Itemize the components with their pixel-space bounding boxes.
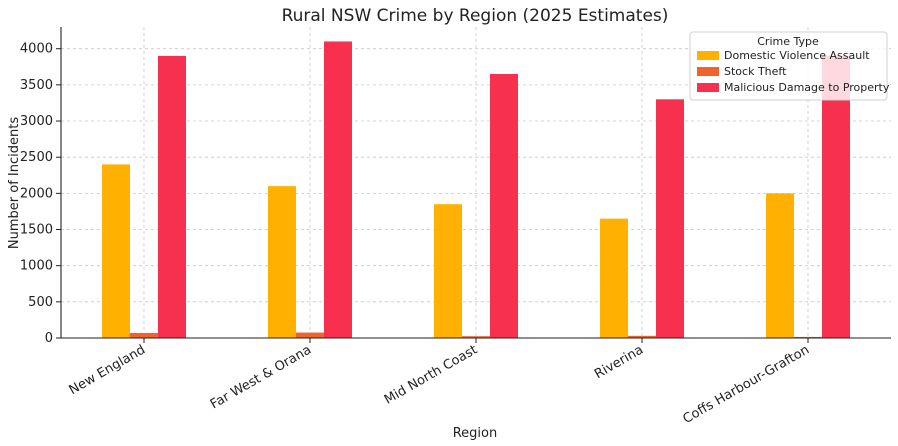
x-tick-label: Far West & Orana xyxy=(208,342,314,412)
legend-swatch xyxy=(697,51,719,60)
bar xyxy=(462,336,490,338)
x-tick-label: New England xyxy=(67,342,148,398)
bar xyxy=(434,204,462,338)
chart-title: Rural NSW Crime by Region (2025 Estimate… xyxy=(282,6,669,26)
bar xyxy=(268,186,296,338)
x-axis-title: Region xyxy=(453,426,498,441)
bar xyxy=(324,41,352,338)
bar xyxy=(158,55,186,338)
bar xyxy=(600,218,628,338)
bar xyxy=(130,332,158,338)
bars xyxy=(102,41,850,338)
y-tick-label: 3500 xyxy=(20,78,53,93)
y-tick-label: 2500 xyxy=(20,150,53,165)
bar xyxy=(656,99,684,338)
y-tick-label: 3000 xyxy=(20,114,53,129)
legend-entry: Domestic Violence Assault xyxy=(724,49,870,62)
x-tick-label: Riverina xyxy=(592,342,646,382)
bar xyxy=(628,335,656,338)
bar xyxy=(822,55,850,338)
y-tick-label: 1500 xyxy=(20,223,53,238)
y-tick-label: 0 xyxy=(45,331,53,346)
y-axis-title: Number of Incidents xyxy=(7,117,22,249)
legend-entry: Stock Theft xyxy=(724,65,787,78)
legend-swatch xyxy=(697,83,719,92)
bar xyxy=(766,193,794,338)
y-tick-label: 2000 xyxy=(20,186,53,201)
x-tick-label: Mid North Coast xyxy=(382,342,480,407)
y-tick-label: 500 xyxy=(28,295,53,310)
legend: Crime Type Domestic Violence Assault Stoc… xyxy=(689,31,890,101)
bar xyxy=(296,332,324,338)
bar xyxy=(490,74,518,338)
x-tick-label: Coffs Harbour-Grafton xyxy=(681,342,812,427)
y-tick-label: 1000 xyxy=(20,259,53,274)
y-tick-label: 4000 xyxy=(20,42,53,57)
legend-title: Crime Type xyxy=(757,35,819,48)
legend-box xyxy=(689,31,888,101)
bar xyxy=(102,164,130,338)
legend-entry: Malicious Damage to Property xyxy=(724,81,890,94)
legend-swatch xyxy=(697,67,719,76)
